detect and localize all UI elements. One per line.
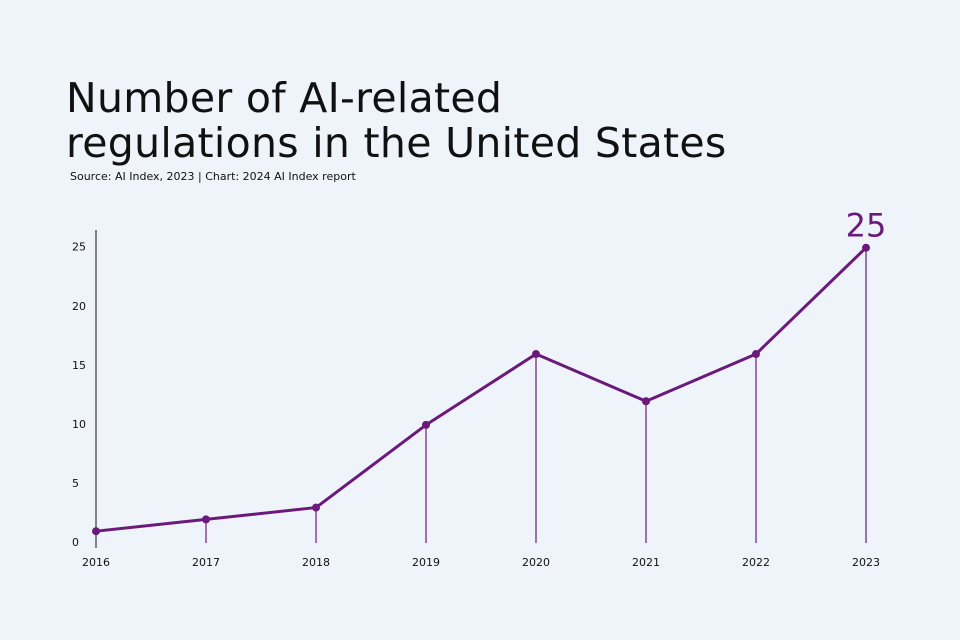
x-tick-label: 2018 [302,556,330,569]
y-tick-label: 25 [72,241,86,254]
chart-subtitle: Source: AI Index, 2023 | Chart: 2024 AI … [70,170,356,183]
x-tick-label: 2022 [742,556,770,569]
y-tick-label: 20 [72,300,86,313]
x-tick-label: 2019 [412,556,440,569]
data-point [202,515,210,524]
data-point [642,397,650,406]
data-point [422,420,430,429]
data-point [92,527,100,536]
y-tick-label: 15 [72,359,86,372]
data-point [862,243,870,252]
x-tick-label: 2020 [522,556,550,569]
data-point [752,350,760,359]
data-line [95,246,868,533]
x-tick-label: 2016 [82,556,110,569]
x-tick-label: 2017 [192,556,220,569]
y-tick-label: 5 [72,477,79,490]
x-tick-label: 2021 [632,556,660,569]
data-point [312,503,320,512]
y-tick-label: 10 [72,418,86,431]
x-tick-label: 2023 [852,556,880,569]
data-point [532,350,540,359]
y-tick-label: 0 [72,536,79,549]
value-label: 25 [846,207,887,245]
chart-title: Number of AI-related regulations in the … [66,74,727,167]
